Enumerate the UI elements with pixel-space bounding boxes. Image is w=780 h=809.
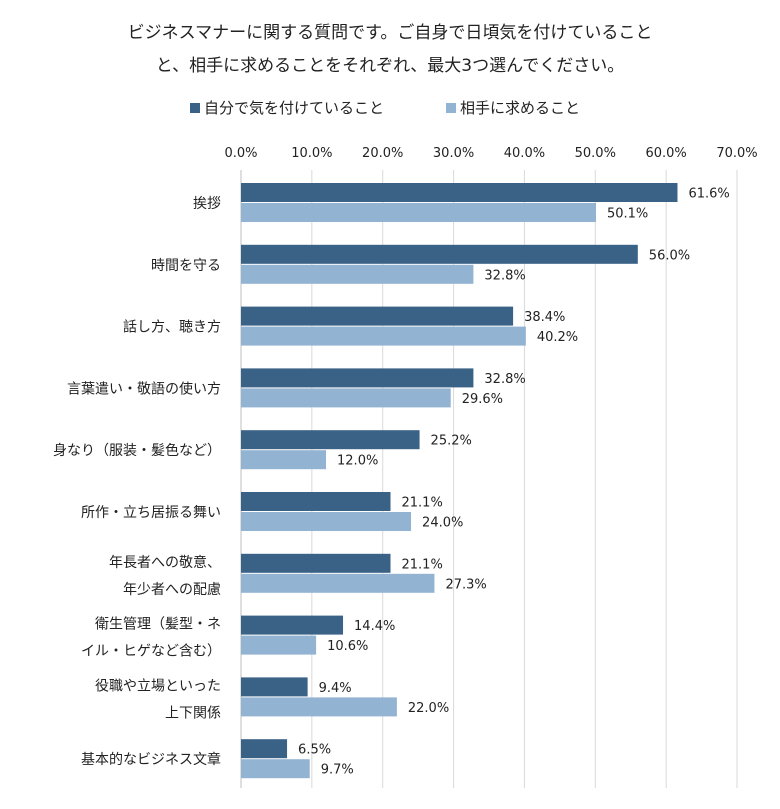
data-label: 24.0% [422, 516, 463, 531]
bar-self [241, 677, 308, 697]
bar-others [241, 697, 397, 717]
bar-self [241, 739, 288, 759]
bar-self [241, 430, 420, 450]
category-label: 時間を守る [151, 258, 221, 274]
bar-others [241, 573, 435, 593]
category-label: 役職や立場といった [95, 678, 221, 694]
data-label: 14.4% [354, 619, 395, 634]
bar-self [241, 492, 391, 511]
category-label: 挨拶 [193, 196, 221, 212]
bar-others [241, 635, 317, 655]
bar-others [241, 388, 451, 408]
category-label: 上下関係 [165, 705, 221, 721]
data-label: 22.0% [408, 701, 449, 716]
x-tick-label: 0.0% [224, 146, 257, 161]
legend-swatch [446, 103, 456, 113]
chart-title-line: と、相手に求めることをそれぞれ、最大3つ選んでください。 [156, 56, 624, 76]
data-label: 21.1% [402, 557, 443, 572]
category-label: 年少者への配慮 [123, 582, 221, 598]
bar-self [241, 368, 474, 388]
data-label: 25.2% [431, 434, 472, 449]
bar-others [241, 203, 596, 222]
data-label: 10.6% [327, 639, 368, 654]
bar-self [241, 306, 514, 326]
data-label: 61.6% [688, 187, 729, 202]
bar-self [241, 183, 678, 202]
bar-others [241, 264, 474, 284]
category-label: 衛生管理（髪型・ネ [95, 617, 221, 633]
bar-self [241, 244, 638, 264]
data-label: 12.0% [337, 454, 378, 469]
data-label: 32.8% [484, 268, 525, 283]
legend-label: 相手に求めること [460, 99, 580, 117]
data-label: 6.5% [298, 743, 331, 758]
x-tick-label: 10.0% [291, 146, 332, 161]
data-label: 9.7% [321, 763, 354, 778]
bars: 61.6% 50.1% 56.0% 32.8% 38.4% 40.2% 32.8% 29.6%… [241, 183, 730, 779]
x-tick-label: 30.0% [433, 146, 474, 161]
data-label: 50.1% [607, 207, 648, 222]
legend-swatch [190, 103, 200, 113]
bar-others [241, 450, 327, 470]
category-label: 話し方、聴き方 [123, 319, 221, 336]
legend-label: 自分で気を付けていること [204, 99, 384, 117]
bar-self [241, 615, 344, 635]
data-label: 27.3% [445, 577, 486, 592]
bar-others [241, 512, 412, 531]
chart-title-line: ビジネスマナーに関する質問です。ご自身で日頃気を付けていること [128, 23, 653, 43]
data-label: 40.2% [537, 330, 578, 345]
category-label: 身なり（服装・髪色など） [53, 442, 221, 459]
chart-title: ビジネスマナーに関する質問です。ご自身で日頃気を付けていることと、相手に求めるこ… [128, 23, 653, 76]
data-label: 9.4% [319, 681, 352, 696]
x-tick-label: 50.0% [575, 146, 616, 161]
category-label: イル・ヒゲなど含む） [81, 644, 221, 660]
bar-others [241, 759, 310, 779]
x-axis-ticks: 0.0% 10.0% 20.0% 30.0% 40.0% 50.0% 60.0% 70.0% [224, 146, 757, 161]
category-label: 言葉遣い・敬語の使い方 [67, 380, 221, 397]
x-tick-label: 70.0% [716, 146, 757, 161]
category-label: 基本的なビジネス文章 [81, 751, 221, 768]
bar-others [241, 326, 526, 346]
legend: 自分で気を付けていること 相手に求めること [190, 99, 580, 117]
category-label: 年長者への敬意、 [109, 554, 221, 571]
x-tick-label: 60.0% [645, 146, 686, 161]
data-label: 32.8% [484, 372, 525, 387]
data-label: 21.1% [402, 496, 443, 511]
data-label: 56.0% [649, 248, 690, 263]
x-tick-label: 40.0% [504, 146, 545, 161]
category-label: 所作・立ち居振る舞い [81, 505, 221, 521]
data-label: 29.6% [462, 392, 503, 407]
bar-self [241, 553, 391, 573]
data-label: 38.4% [524, 310, 565, 325]
x-tick-label: 20.0% [362, 146, 403, 161]
